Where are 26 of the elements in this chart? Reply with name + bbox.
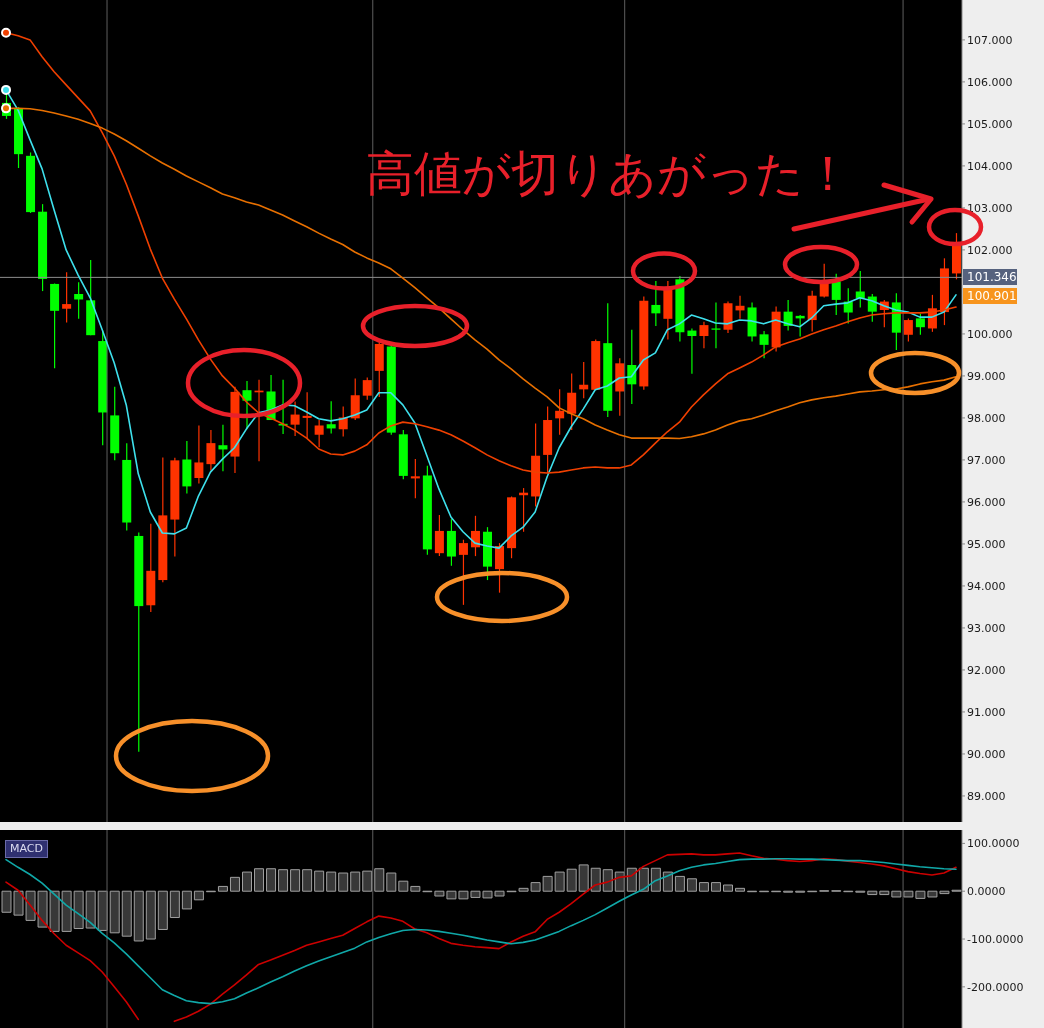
- y-tick-label: 105.000: [967, 117, 1013, 131]
- y-tick-label: 99.000: [967, 369, 1006, 383]
- y-tick-label: -200.0000: [967, 980, 1024, 994]
- y-tick-label: 103.000: [967, 201, 1013, 215]
- y-tick-label: 92.000: [967, 663, 1006, 677]
- text: MACD: [5, 840, 48, 858]
- y-tick-label: 94.000: [967, 579, 1006, 593]
- y-tick-label: 100.000: [967, 327, 1013, 341]
- y-tick-label: 98.000: [967, 411, 1006, 425]
- y-tick-label: 107.000: [967, 33, 1013, 47]
- y-tick-label: 93.000: [967, 621, 1006, 635]
- ref-line-label: 101.346: [963, 269, 1017, 286]
- y-tick-label: 96.000: [967, 495, 1006, 509]
- annotation: 高値が切りあがった！: [366, 145, 852, 201]
- y-tick-label: 89.000: [967, 789, 1006, 803]
- y-tick-label: 102.000: [967, 243, 1013, 257]
- y-tick-label: 91.000: [967, 705, 1006, 719]
- y-tick-label: 95.000: [967, 537, 1006, 551]
- y-tick-label: -100.0000: [967, 932, 1024, 946]
- text: 100.901: [963, 288, 1017, 304]
- y-tick-label: 90.000: [967, 747, 1006, 761]
- y-tick-label: 97.000: [967, 453, 1006, 467]
- y-tick-label: 0.0000: [967, 885, 1006, 899]
- y-tick-label: 106.000: [967, 75, 1013, 89]
- y-tick-label: 104.000: [967, 159, 1013, 173]
- y-tick-label: 100.0000: [967, 837, 1020, 851]
